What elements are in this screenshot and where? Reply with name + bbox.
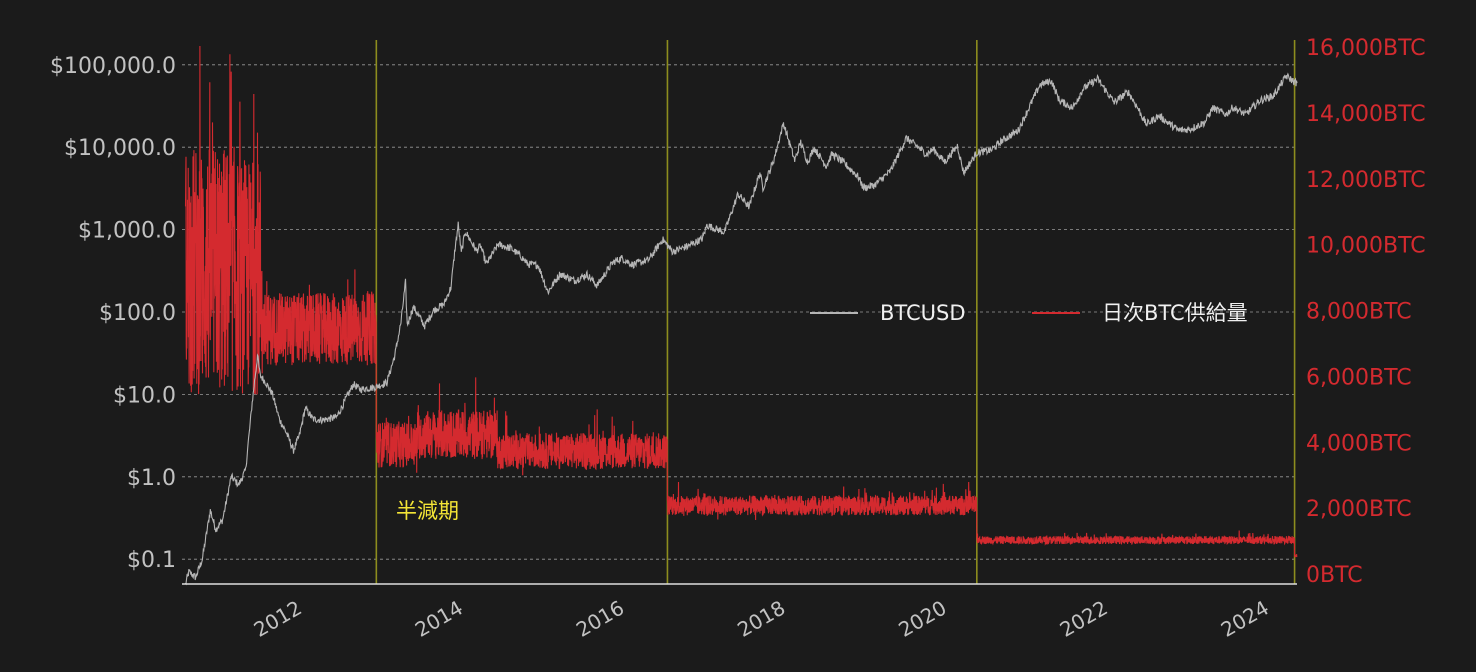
- halving-annotation: 半減期: [396, 499, 459, 523]
- y-left-tick-label: $10,000.0: [64, 136, 176, 161]
- y-right-tick-label: 16,000BTC: [1306, 36, 1426, 61]
- y-right-tick-label: 12,000BTC: [1306, 168, 1426, 193]
- y-right-tick-label: 10,000BTC: [1306, 234, 1426, 259]
- x-tick-label: 2016: [572, 596, 628, 642]
- y-right-tick-label: 8,000BTC: [1306, 300, 1412, 325]
- legend-label-supply: 日次BTC供給量: [1102, 301, 1248, 325]
- legend-label-btcusd: BTCUSD: [880, 301, 966, 325]
- btcusd-line: [185, 72, 1298, 586]
- y-right-tick-label: 4,000BTC: [1306, 431, 1412, 456]
- x-tick-labels: 2012 2014 2016 2018 2020 2022 2024: [250, 596, 1273, 642]
- x-tick-label: 2024: [1217, 596, 1273, 642]
- x-tick-label: 2020: [894, 596, 950, 642]
- daily-supply-line: [184, 45, 1298, 558]
- y-left-tick-label: $0.1: [127, 548, 176, 573]
- x-tick-label: 2018: [733, 596, 789, 642]
- x-tick-label: 2022: [1056, 596, 1112, 642]
- y-left-tick-label: $1.0: [127, 466, 176, 491]
- y-right-tick-label: 0BTC: [1306, 563, 1363, 588]
- y-right-tick-label: 6,000BTC: [1306, 365, 1412, 390]
- y-right-tick-label: 2,000BTC: [1306, 497, 1412, 522]
- legend: BTCUSD 日次BTC供給量: [810, 301, 1248, 325]
- y-left-tick-label: $10.0: [113, 383, 176, 408]
- x-tick-label: 2012: [250, 596, 306, 642]
- y-right-tick-labels: 0BTC 2,000BTC 4,000BTC 6,000BTC 8,000BTC 10,0…: [1306, 36, 1426, 588]
- y-left-tick-label: $100,000.0: [50, 54, 176, 79]
- series-daily-supply: [184, 45, 1298, 558]
- series-btcusd: [185, 72, 1298, 586]
- x-tick-label: 2014: [411, 596, 467, 642]
- y-left-tick-label: $1,000.0: [78, 219, 176, 244]
- y-right-tick-label: 14,000BTC: [1306, 102, 1426, 127]
- y-left-tick-labels: $0.1 $1.0 $10.0 $100.0 $1,000.0 $10,000.0 $100…: [50, 54, 176, 573]
- y-left-tick-label: $100.0: [99, 301, 176, 326]
